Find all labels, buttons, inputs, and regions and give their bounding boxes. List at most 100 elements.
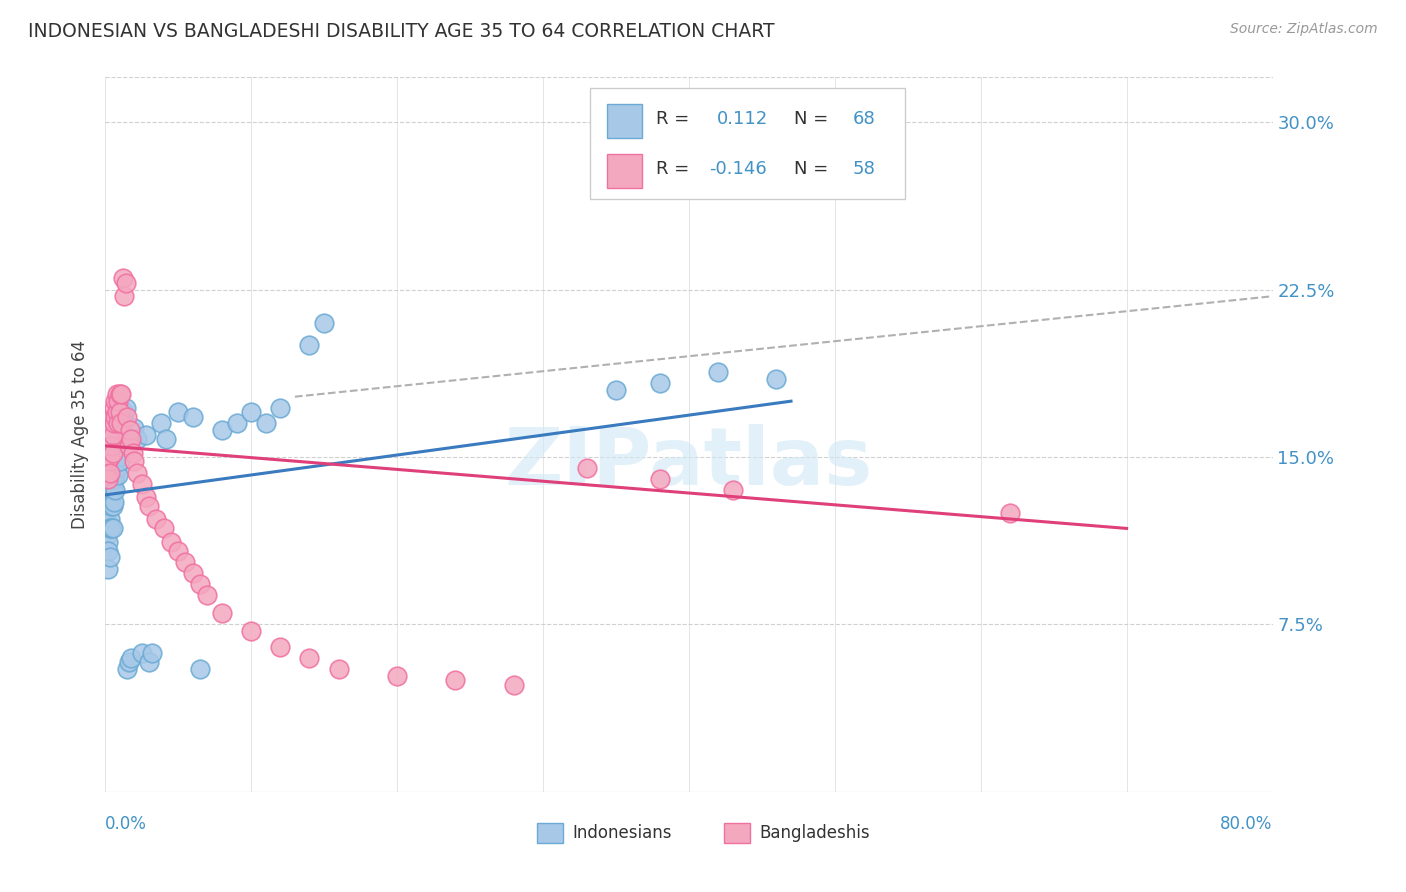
- Point: [108, 405, 131, 419]
- Point: [100, 439, 122, 453]
- Text: INDONESIAN VS BANGLADESHI DISABILITY AGE 35 TO 64 CORRELATION CHART: INDONESIAN VS BANGLADESHI DISABILITY AGE…: [28, 22, 775, 41]
- Bar: [537, 823, 562, 843]
- Point: [98, 483, 121, 498]
- Point: [240, 624, 263, 639]
- Point: [167, 543, 190, 558]
- Point: [96, 528, 118, 542]
- Point: [328, 662, 350, 676]
- Point: [105, 387, 128, 401]
- Point: [135, 427, 157, 442]
- Point: [721, 483, 744, 498]
- Point: [155, 432, 177, 446]
- Point: [118, 423, 141, 437]
- Point: [96, 494, 118, 508]
- Point: [103, 450, 125, 464]
- Point: [127, 466, 149, 480]
- Point: [188, 577, 211, 591]
- Point: [101, 499, 124, 513]
- Point: [998, 506, 1021, 520]
- Point: [145, 512, 167, 526]
- Text: N =: N =: [794, 160, 834, 178]
- Text: R =: R =: [657, 160, 695, 178]
- Text: Source: ZipAtlas.com: Source: ZipAtlas.com: [1230, 22, 1378, 37]
- Text: 80.0%: 80.0%: [1220, 814, 1272, 833]
- Point: [98, 499, 121, 513]
- Point: [107, 467, 129, 482]
- Point: [138, 656, 160, 670]
- Point: [103, 401, 125, 415]
- Point: [314, 316, 336, 330]
- Point: [114, 276, 136, 290]
- Text: 58: 58: [852, 160, 875, 178]
- Point: [100, 423, 122, 437]
- Point: [112, 405, 135, 419]
- Point: [98, 521, 121, 535]
- Point: [104, 439, 127, 453]
- Point: [110, 387, 132, 401]
- Point: [100, 521, 122, 535]
- Text: 0.0%: 0.0%: [105, 814, 148, 833]
- Point: [141, 647, 163, 661]
- Point: [765, 372, 787, 386]
- Point: [104, 454, 127, 468]
- Point: [97, 472, 120, 486]
- Point: [121, 432, 143, 446]
- Point: [98, 550, 121, 565]
- Point: [101, 483, 124, 498]
- Point: [605, 383, 627, 397]
- Point: [104, 409, 127, 424]
- Point: [98, 450, 121, 464]
- Point: [648, 376, 671, 391]
- Point: [97, 561, 120, 575]
- Point: [114, 401, 136, 415]
- Point: [108, 439, 131, 453]
- Point: [97, 516, 120, 531]
- Point: [181, 566, 204, 580]
- Point: [174, 555, 197, 569]
- Point: [100, 499, 122, 513]
- Point: [110, 432, 132, 446]
- Text: N =: N =: [794, 111, 834, 128]
- Point: [101, 409, 124, 424]
- Point: [97, 439, 120, 453]
- Point: [269, 640, 291, 654]
- Point: [104, 467, 127, 482]
- Point: [121, 651, 143, 665]
- Bar: [589, 88, 905, 199]
- Point: [648, 472, 671, 486]
- Point: [240, 405, 263, 419]
- Bar: [607, 153, 643, 188]
- Point: [98, 432, 121, 446]
- Text: Indonesians: Indonesians: [572, 824, 672, 842]
- Point: [101, 461, 124, 475]
- Point: [707, 365, 730, 379]
- Point: [152, 521, 174, 535]
- Point: [96, 467, 118, 482]
- Point: [111, 409, 134, 424]
- Point: [100, 472, 122, 486]
- Point: [112, 289, 135, 303]
- Point: [96, 506, 118, 520]
- Point: [100, 483, 122, 498]
- Point: [105, 461, 128, 475]
- Point: [108, 454, 131, 468]
- Point: [124, 454, 146, 468]
- Point: [298, 338, 321, 352]
- Point: [138, 499, 160, 513]
- Text: 0.112: 0.112: [717, 111, 768, 128]
- Point: [131, 647, 153, 661]
- Point: [115, 409, 138, 424]
- Point: [107, 450, 129, 464]
- Point: [103, 494, 125, 508]
- Point: [115, 662, 138, 676]
- Point: [108, 387, 131, 401]
- Point: [110, 417, 132, 431]
- Point: [502, 678, 524, 692]
- Text: Bangladeshis: Bangladeshis: [759, 824, 869, 842]
- Point: [110, 417, 132, 431]
- Point: [117, 656, 139, 670]
- Point: [254, 417, 277, 431]
- Point: [149, 417, 172, 431]
- Point: [97, 454, 120, 468]
- Point: [101, 427, 124, 442]
